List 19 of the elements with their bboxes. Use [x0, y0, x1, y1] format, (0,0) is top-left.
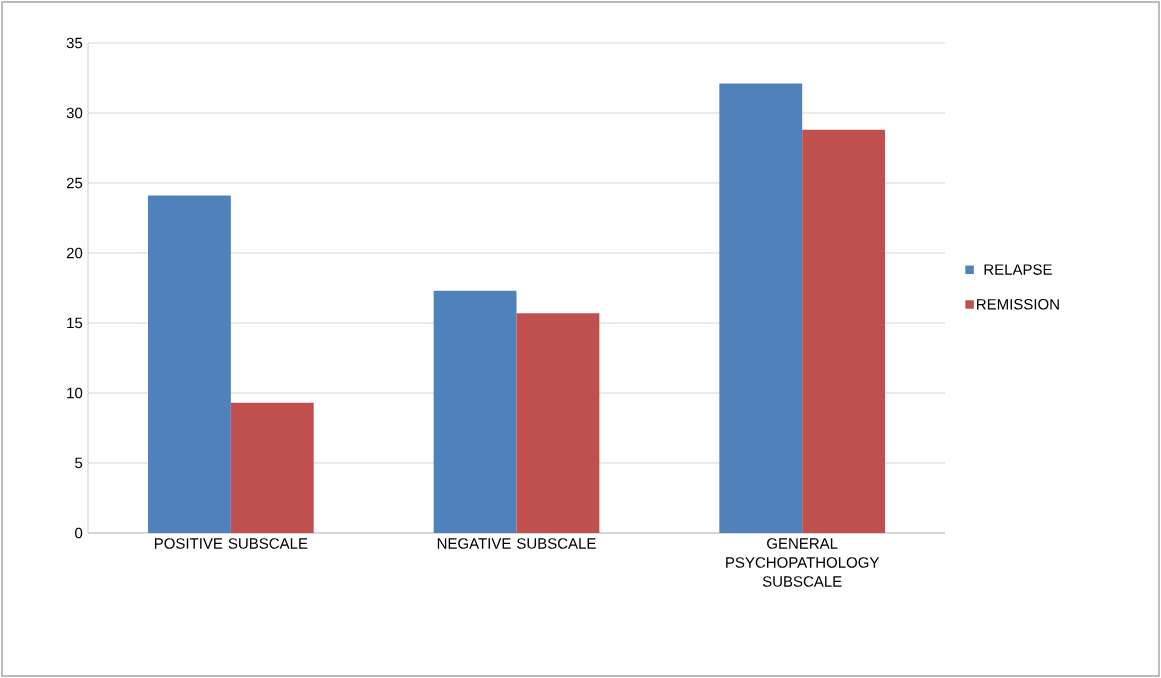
y-tick-label: 10 [67, 387, 83, 399]
y-tick-label: 30 [66, 107, 83, 119]
y-tick-label: 20 [66, 247, 83, 259]
y-tick-label: 15 [67, 317, 83, 329]
bar [230, 402, 314, 533]
x-tick-label: GENERAL PSYCHOPATHOLOGY SUBSCALE [726, 538, 880, 587]
y-tick-label: 25 [66, 177, 83, 189]
legend-label: RELAPSE [984, 264, 1052, 275]
bar [148, 195, 231, 533]
y-tick-label: 5 [75, 457, 83, 469]
bar [516, 313, 600, 533]
x-tick-label: NEGATIVE SUBSCALE [437, 538, 596, 549]
legend-label: REMISSION [977, 298, 1059, 310]
x-tick-label: POSITIVE SUBSCALE [154, 538, 308, 549]
y-tick-label: 0 [75, 527, 83, 539]
bar [802, 129, 886, 533]
bar [719, 83, 803, 533]
bar [433, 290, 517, 533]
y-tick-label: 35 [66, 37, 83, 49]
